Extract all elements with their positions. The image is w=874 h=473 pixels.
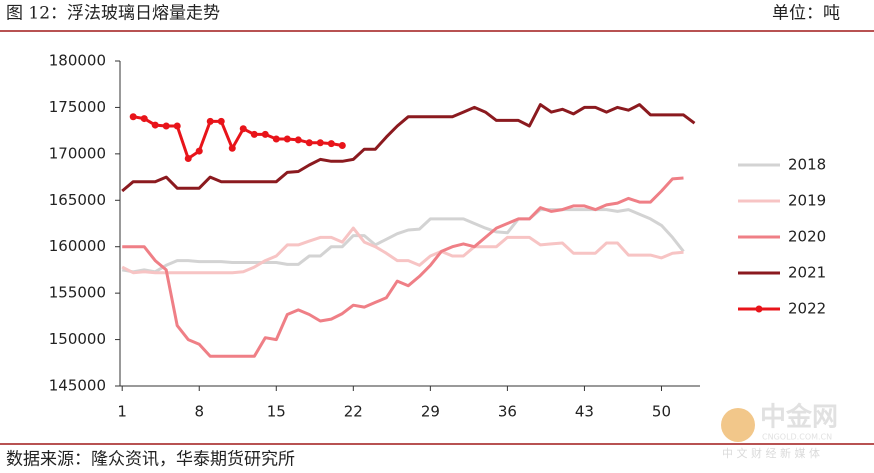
y-tick-label: 145000 (49, 377, 106, 395)
x-tick-label: 29 (421, 403, 440, 421)
point (272, 135, 280, 143)
point (195, 147, 203, 155)
y-tick-label: 165000 (49, 191, 106, 209)
watermark-name: 中金网 (760, 402, 838, 433)
source-note: 数据来源：隆众资讯，华泰期货研究所 (6, 450, 295, 470)
unit-label: 单位：吨 (772, 4, 840, 24)
watermark-slogan: 中 文 财 经 新 媒 体 (722, 446, 820, 460)
legend-label: 2021 (788, 264, 826, 282)
point (239, 125, 247, 133)
legend-label: 2020 (788, 228, 826, 246)
legend-label: 2022 (788, 300, 826, 318)
x-tick-label: 1 (117, 403, 127, 421)
y-tick-label: 170000 (49, 144, 106, 162)
point (261, 130, 269, 138)
chart-title: 图 12：浮法玻璃日熔量走势 (6, 4, 220, 24)
watermark: 中金网 CNGOLD.COM.CN 中 文 财 经 新 媒 体 (721, 402, 838, 460)
watermark-logo (721, 408, 755, 442)
point (140, 115, 148, 123)
y-tick-label: 150000 (49, 330, 106, 348)
x-tick-label: 43 (575, 403, 594, 421)
y-tick-label: 175000 (49, 98, 106, 116)
point (129, 113, 137, 121)
y-tick-label: 180000 (49, 52, 106, 70)
point (283, 135, 291, 143)
point (250, 130, 258, 138)
point (316, 139, 324, 147)
point (151, 121, 159, 129)
x-tick-label: 8 (194, 403, 204, 421)
x-tick-label: 50 (652, 403, 671, 421)
series-line (122, 176, 684, 358)
point (173, 122, 181, 130)
point (162, 122, 170, 130)
x-tick-label: 22 (344, 403, 363, 421)
legend-marker (755, 305, 763, 313)
x-tick-label: 15 (267, 403, 286, 421)
watermark-site: CNGOLD.COM.CN (762, 433, 832, 442)
legend-label: 2019 (788, 192, 826, 210)
y-tick-label: 155000 (49, 284, 106, 302)
point (184, 155, 192, 162)
point (327, 140, 335, 148)
point (228, 144, 236, 152)
series-line (121, 103, 696, 193)
point (338, 142, 346, 149)
y-tick-label: 160000 (49, 237, 106, 255)
point (294, 136, 302, 144)
legend-label: 2018 (788, 156, 826, 174)
x-tick-label: 36 (498, 403, 517, 421)
series-line (121, 208, 685, 274)
point (217, 117, 225, 125)
point (206, 117, 214, 125)
point (305, 139, 313, 147)
series-line (121, 226, 684, 275)
